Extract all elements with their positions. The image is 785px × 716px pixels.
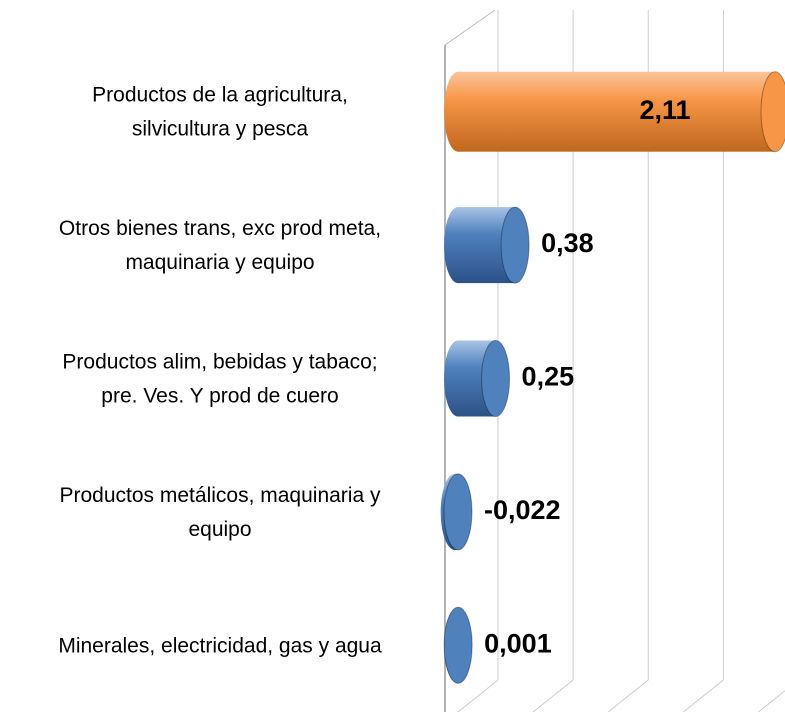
value-label: 0,38 — [541, 228, 594, 258]
category-label: Productos de la agricultura, silvicultura… — [92, 84, 348, 141]
value-label: -0,022 — [484, 495, 561, 525]
bar-cap-left — [444, 340, 472, 417]
category-line: Productos de la agricultura, — [92, 84, 348, 107]
bar-cap-right — [481, 340, 511, 417]
bar — [443, 606, 473, 684]
bar-cap-right — [443, 473, 473, 551]
bar-cap-right — [443, 606, 473, 684]
bar — [444, 206, 530, 284]
bar-cap-left — [444, 207, 472, 284]
grid-floor — [532, 679, 574, 713]
bar — [444, 71, 785, 153]
value-label: 2,11 — [639, 95, 690, 125]
category-label: Productos metálicos, maquinaria y equipo — [60, 484, 381, 541]
category-line: Productos alim, bebidas y tabaco; — [62, 351, 377, 374]
grid-floor — [607, 679, 649, 713]
bar-cap-right — [500, 206, 530, 284]
value-label: 0,001 — [484, 628, 552, 658]
category-line: Otros bienes trans, exc prod meta, — [59, 217, 381, 240]
category-line: Productos metálicos, maquinaria y — [60, 484, 381, 507]
axis-depth — [444, 9, 496, 46]
bar-cap-left — [444, 71, 472, 152]
category-line: Minerales, electricidad, gas y agua — [58, 634, 382, 657]
category-label: Otros bienes trans, exc prod meta, maquin… — [59, 217, 381, 274]
category-label: Productos alim, bebidas y tabaco; pre. Ve… — [62, 351, 377, 408]
bar-body — [458, 71, 775, 152]
grid-floor — [683, 679, 724, 713]
grid-floor — [457, 679, 499, 713]
category-label: Minerales, electricidad, gas y agua — [58, 634, 382, 657]
grid-floor — [758, 690, 785, 713]
category-line: equipo — [188, 518, 251, 541]
bar — [440, 473, 473, 551]
category-line: maquinaria y equipo — [125, 251, 314, 274]
value-label: 0,25 — [522, 362, 575, 392]
category-line: silvicultura y pesca — [132, 118, 309, 141]
bar-cap-right — [760, 71, 785, 153]
category-line: pre. Ves. Y prod de cuero — [101, 385, 338, 408]
bar — [444, 340, 511, 417]
